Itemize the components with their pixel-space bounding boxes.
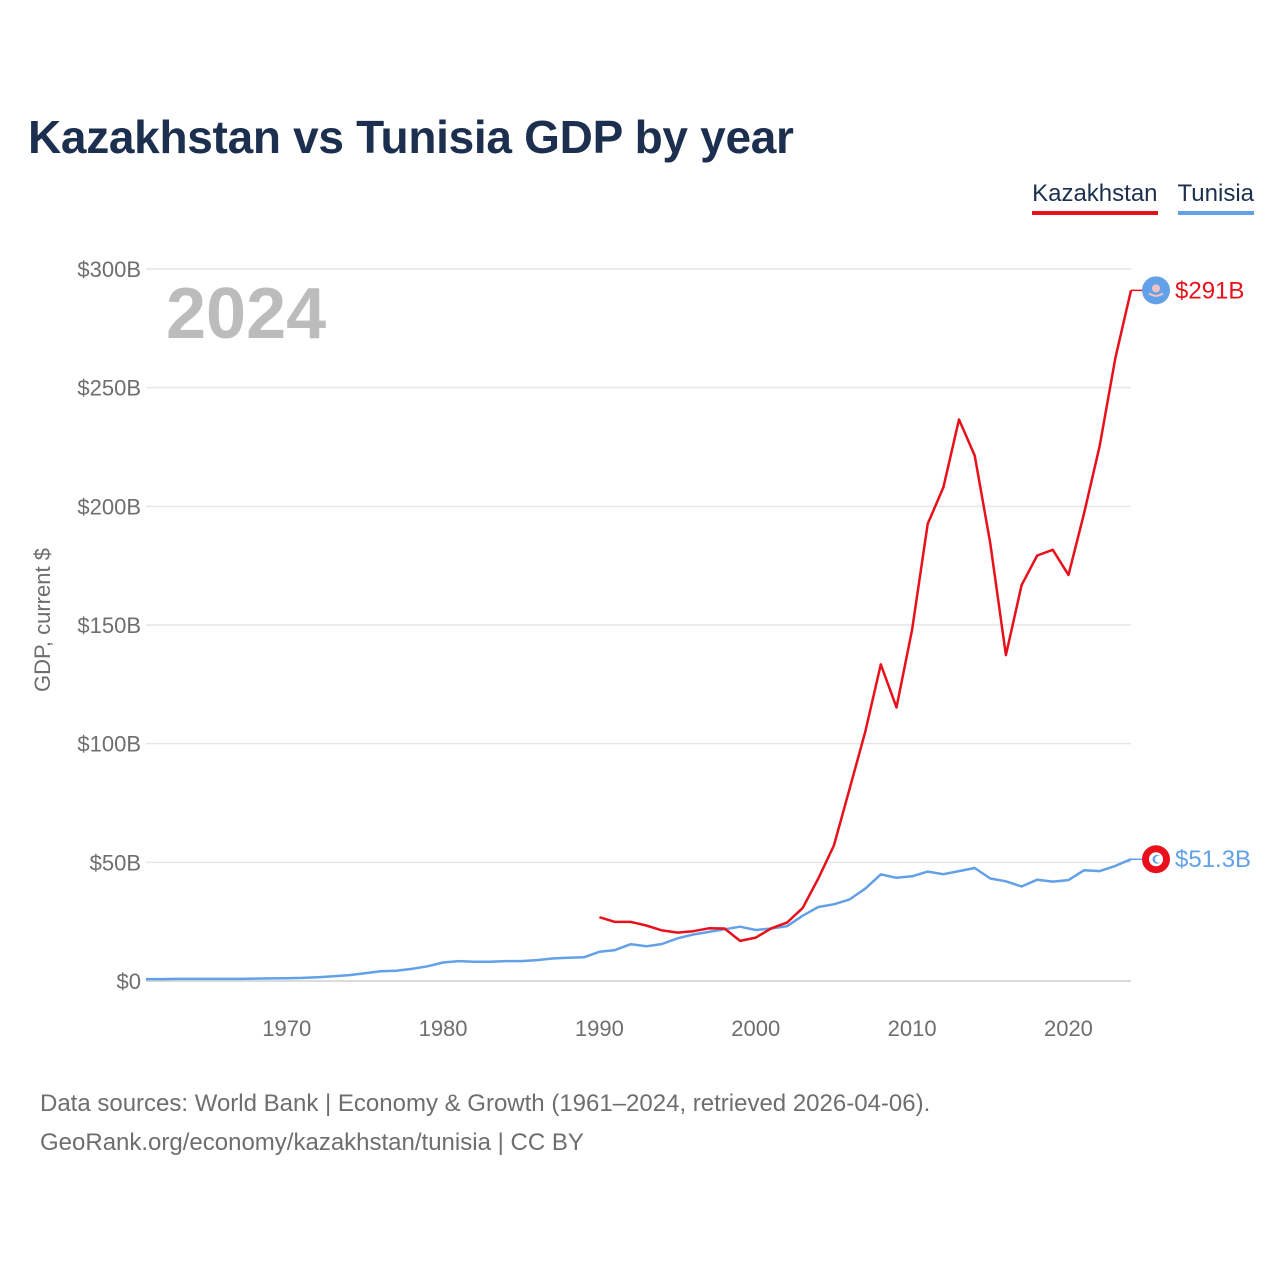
- x-axis-ticks: 1970 1980 1990 2000 2010 2020: [262, 1016, 1093, 1041]
- y-axis-ticks: $0 $50B $100B $150B $200B $250B $300B: [77, 257, 141, 994]
- legend: Kazakhstan Tunisia: [1032, 180, 1254, 215]
- y-tick-label: $50B: [90, 850, 141, 875]
- y-tick-label: $250B: [77, 376, 141, 401]
- series-lines: [146, 290, 1133, 981]
- y-tick-label: $200B: [77, 494, 141, 519]
- end-value-label-kazakhstan: $291B: [1175, 277, 1244, 304]
- y-axis-label: GDP, current $: [30, 548, 55, 692]
- flag-sun-icon: [1152, 284, 1160, 293]
- y-tick-label: $300B: [77, 257, 141, 282]
- flag-eagle-icon: [1148, 292, 1164, 297]
- x-tick-label: 1970: [262, 1016, 311, 1041]
- data-source-note: Data sources: World Bank | Economy & Gro…: [40, 1084, 930, 1162]
- grid-lines: [146, 268, 1131, 982]
- x-tick-label: 1980: [419, 1016, 468, 1041]
- flag-crescent-cut: [1155, 855, 1162, 863]
- y-tick-label: $0: [117, 969, 141, 994]
- series-line-kazakhstan[interactable]: [599, 290, 1133, 943]
- x-tick-label: 2020: [1044, 1016, 1093, 1041]
- source-line-2[interactable]: GeoRank.org/economy/kazakhstan/tunisia |…: [40, 1129, 584, 1156]
- source-line-1: Data sources: World Bank | Economy & Gro…: [40, 1090, 931, 1117]
- x-tick-label: 2010: [888, 1016, 937, 1041]
- legend-item-kazakhstan[interactable]: Kazakhstan: [1032, 180, 1158, 215]
- y-tick-label: $150B: [77, 613, 141, 638]
- x-tick-label: 2000: [731, 1016, 780, 1041]
- chart-title: Kazakhstan vs Tunisia GDP by year: [28, 111, 794, 163]
- series-end-markers: $51.3B $291B: [1131, 276, 1251, 874]
- x-tick-label: 1990: [575, 1016, 624, 1041]
- series-line-tunisia[interactable]: [146, 858, 1132, 981]
- y-tick-label: $100B: [77, 732, 141, 757]
- legend-item-tunisia[interactable]: Tunisia: [1177, 180, 1254, 215]
- end-value-label-tunisia: $51.3B: [1175, 846, 1251, 873]
- year-label: 2024: [166, 274, 326, 354]
